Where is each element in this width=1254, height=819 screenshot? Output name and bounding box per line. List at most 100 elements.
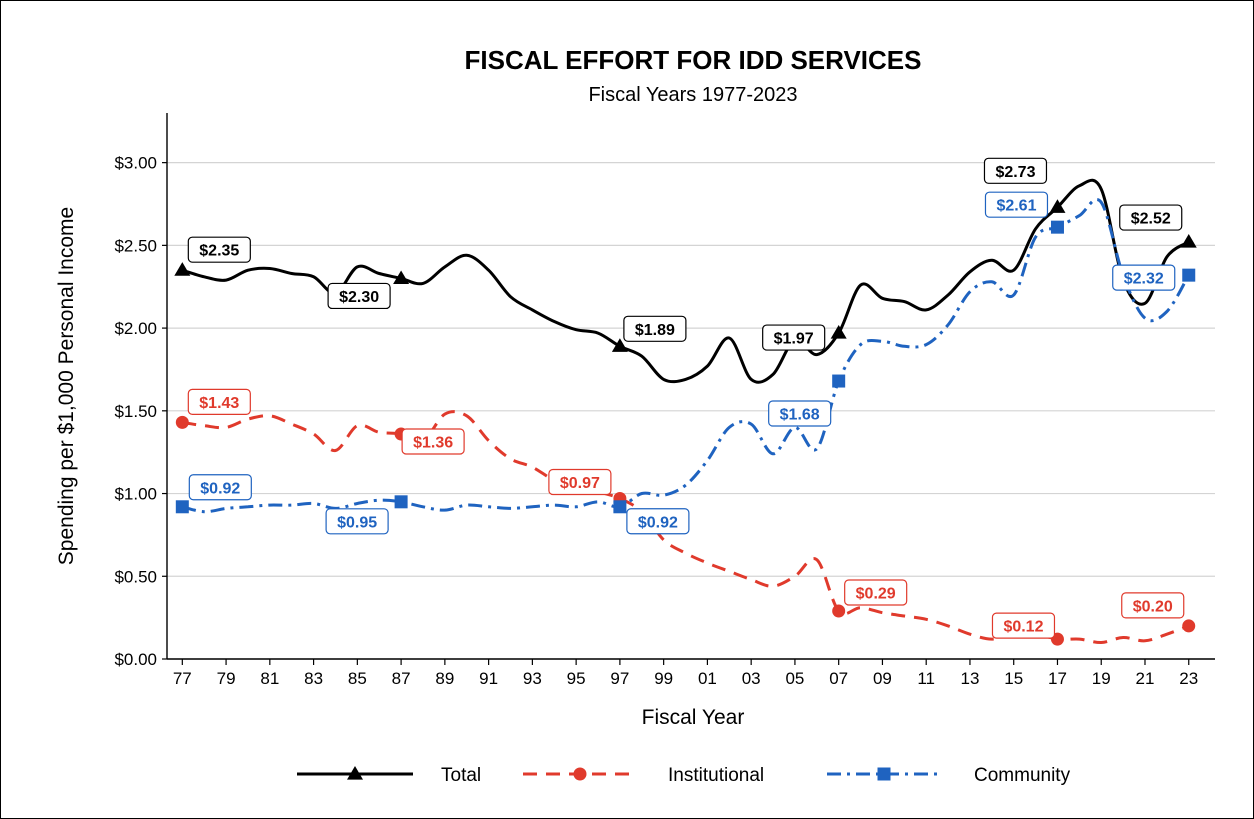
marker-total-1987 bbox=[393, 270, 410, 285]
data-label-box bbox=[991, 612, 1056, 639]
legend-item-institutional: Institutional bbox=[523, 765, 764, 786]
data-label-text: $1.36 bbox=[413, 434, 453, 451]
marker-community-1997 bbox=[613, 500, 627, 514]
y-tick-label: $2.50 bbox=[114, 236, 157, 255]
data-label-community-1977: $0.92 bbox=[188, 474, 252, 501]
legend-label-community: Community bbox=[974, 765, 1071, 786]
data-label-text: $2.52 bbox=[1131, 211, 1171, 228]
marker-total-2007 bbox=[830, 325, 847, 339]
data-label-text: $2.73 bbox=[995, 164, 1035, 181]
y-tick-label: $0.50 bbox=[114, 567, 157, 586]
data-label-text: $0.29 bbox=[856, 586, 896, 603]
data-label-institutional-1977: $1.43 bbox=[187, 388, 251, 415]
data-label-total-1977: $2.35 bbox=[187, 236, 251, 263]
marker-institutional-2023 bbox=[1182, 619, 1196, 633]
x-tick-label: 91 bbox=[479, 669, 498, 688]
x-tick-label: 01 bbox=[698, 669, 717, 688]
legend-item-total: Total bbox=[297, 765, 481, 786]
data-label-box bbox=[1112, 264, 1176, 291]
x-tick-label: 11 bbox=[917, 669, 935, 688]
data-label-community-1987: $0.95 bbox=[325, 508, 389, 535]
x-tick-label: 83 bbox=[304, 669, 323, 688]
x-tick-label: 99 bbox=[654, 669, 673, 688]
data-label-box bbox=[984, 191, 1049, 218]
x-tick-label: 07 bbox=[829, 669, 848, 688]
data-label-total-2007: $1.97 bbox=[762, 324, 826, 351]
marker-total-2017 bbox=[1049, 199, 1066, 213]
x-tick-label: 23 bbox=[1179, 669, 1198, 688]
gridlines bbox=[167, 162, 1215, 660]
data-label-text: $2.61 bbox=[996, 198, 1036, 215]
series-line-community bbox=[181, 198, 1191, 514]
data-label-box bbox=[1121, 592, 1185, 619]
data-label-text: $0.97 bbox=[560, 475, 600, 492]
data-label-box bbox=[325, 508, 389, 535]
y-tick-label: $3.00 bbox=[114, 154, 157, 173]
marker-community-1987 bbox=[394, 495, 408, 509]
data-label-text: $0.20 bbox=[1133, 598, 1173, 615]
series-markers bbox=[174, 199, 1197, 646]
data-label-text: $2.35 bbox=[199, 243, 239, 260]
data-label-box bbox=[188, 474, 252, 501]
data-label-box bbox=[983, 157, 1048, 184]
marker-total-1977 bbox=[174, 262, 191, 276]
data-label-institutional-2007: $0.29 bbox=[844, 579, 908, 606]
x-tick-label: 03 bbox=[742, 669, 761, 688]
legend-marker-total bbox=[347, 766, 363, 780]
marker-institutional-2007 bbox=[832, 604, 846, 618]
data-label-box bbox=[762, 324, 826, 351]
data-label-text: $0.12 bbox=[1003, 619, 1043, 636]
x-tick-label: 05 bbox=[785, 669, 804, 688]
data-label-box bbox=[626, 508, 690, 535]
marker-community-2007 bbox=[832, 374, 846, 388]
x-tick-label: 79 bbox=[217, 669, 236, 688]
data-label-community-2023: $2.32 bbox=[1112, 264, 1176, 291]
marker-community-1977 bbox=[175, 500, 189, 514]
x-tick-label: 15 bbox=[1004, 669, 1023, 688]
y-tick-label: $1.50 bbox=[114, 402, 157, 421]
data-label-text: $0.92 bbox=[638, 514, 678, 531]
data-label-institutional-1997: $0.97 bbox=[548, 468, 612, 496]
x-tick-label: 13 bbox=[960, 669, 979, 688]
x-tick-label: 09 bbox=[873, 669, 892, 688]
chart-title: FISCAL EFFORT FOR IDD SERVICES bbox=[465, 45, 922, 75]
data-label-box bbox=[844, 579, 908, 606]
data-label-text: $0.95 bbox=[337, 514, 377, 531]
data-label-text: $2.30 bbox=[339, 289, 379, 306]
data-label-box bbox=[187, 236, 251, 263]
x-tick-label: 87 bbox=[392, 669, 411, 688]
marker-community-2017 bbox=[1050, 220, 1064, 234]
legend-label-total: Total bbox=[441, 765, 481, 786]
data-label-institutional-2023: $0.20 bbox=[1121, 592, 1185, 619]
marker-institutional-1977 bbox=[175, 415, 189, 429]
data-label-community-1997: $0.92 bbox=[626, 508, 690, 535]
data-label-community-2017: $2.61 bbox=[984, 191, 1049, 218]
legend-marker-institutional bbox=[573, 767, 587, 781]
data-label-text: $0.92 bbox=[200, 480, 240, 497]
series-lines bbox=[181, 178, 1191, 645]
series-line-institutional bbox=[182, 410, 1190, 645]
y-tick-label: $2.00 bbox=[114, 319, 157, 338]
data-label-text: $1.97 bbox=[774, 331, 814, 348]
x-tick-label: 81 bbox=[260, 669, 279, 688]
data-label-box bbox=[768, 400, 832, 427]
data-label-box bbox=[623, 315, 687, 342]
x-axis-title: Fiscal Year bbox=[642, 706, 745, 729]
axes: $0.00 $0.50 $1.00 $1.50 $2.00 $2.50 $3.00 77 79 8… bbox=[114, 113, 1215, 688]
y-tick-label: $0.00 bbox=[114, 650, 157, 669]
y-axis-title: Spending per $1,000 Personal Income bbox=[55, 207, 78, 565]
x-tick-label: 97 bbox=[610, 669, 629, 688]
data-label-box bbox=[187, 388, 251, 415]
data-label-text: $1.89 bbox=[635, 322, 675, 339]
data-label-box bbox=[548, 468, 612, 496]
legend: Total Institutional Community bbox=[297, 765, 1071, 786]
x-tick-label: 85 bbox=[348, 669, 367, 688]
series-line-total bbox=[181, 178, 1190, 384]
data-label-total-2017: $2.73 bbox=[983, 157, 1048, 184]
data-label-total-1987: $2.30 bbox=[327, 282, 391, 310]
data-label-total-2023: $2.52 bbox=[1119, 204, 1183, 231]
marker-community-2023 bbox=[1182, 268, 1196, 282]
legend-item-community: Community bbox=[827, 765, 1071, 786]
